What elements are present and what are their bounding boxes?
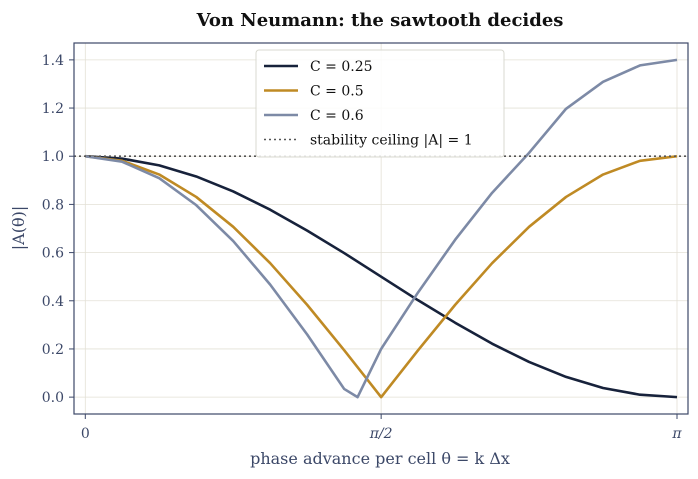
y-tick-label: 0.6 [42, 246, 64, 262]
legend-label: C = 0.25 [310, 59, 373, 75]
legend: C = 0.25 C = 0.5 C = 0.6 stability ceiling … [255, 49, 505, 158]
y-tick-label: 0.0 [42, 390, 64, 406]
y-axis-label: |A(θ)| [9, 206, 28, 250]
y-tick-label: 0.4 [42, 294, 64, 310]
x-tick-label: π/2 [369, 426, 393, 442]
legend-label: stability ceiling |A| = 1 [310, 133, 473, 149]
x-axis-label: phase advance per cell θ = k Δx [250, 449, 510, 468]
legend-label: C = 0.6 [310, 108, 364, 124]
y-tick-label: 1.4 [42, 53, 64, 69]
legend-label: C = 0.5 [310, 84, 364, 100]
series-line [85, 58, 678, 399]
series-line [85, 154, 678, 399]
x-ticks: 0 π/2 π [81, 414, 682, 442]
series-line [85, 154, 678, 399]
y-tick-label: 0.2 [42, 342, 64, 358]
x-tick-label: 0 [81, 426, 90, 442]
y-tick-label: 0.8 [42, 197, 64, 213]
x-tick-label: π [671, 426, 682, 442]
series-layer [74, 58, 688, 399]
chart-title: Von Neumann: the sawtooth decides [196, 10, 564, 31]
y-tick-label: 1.0 [42, 149, 64, 165]
legend-box [255, 49, 505, 158]
y-tick-label: 1.2 [42, 101, 64, 117]
y-ticks: 0.0 0.2 0.4 0.6 0.8 1.0 1.2 1.4 [42, 53, 74, 406]
